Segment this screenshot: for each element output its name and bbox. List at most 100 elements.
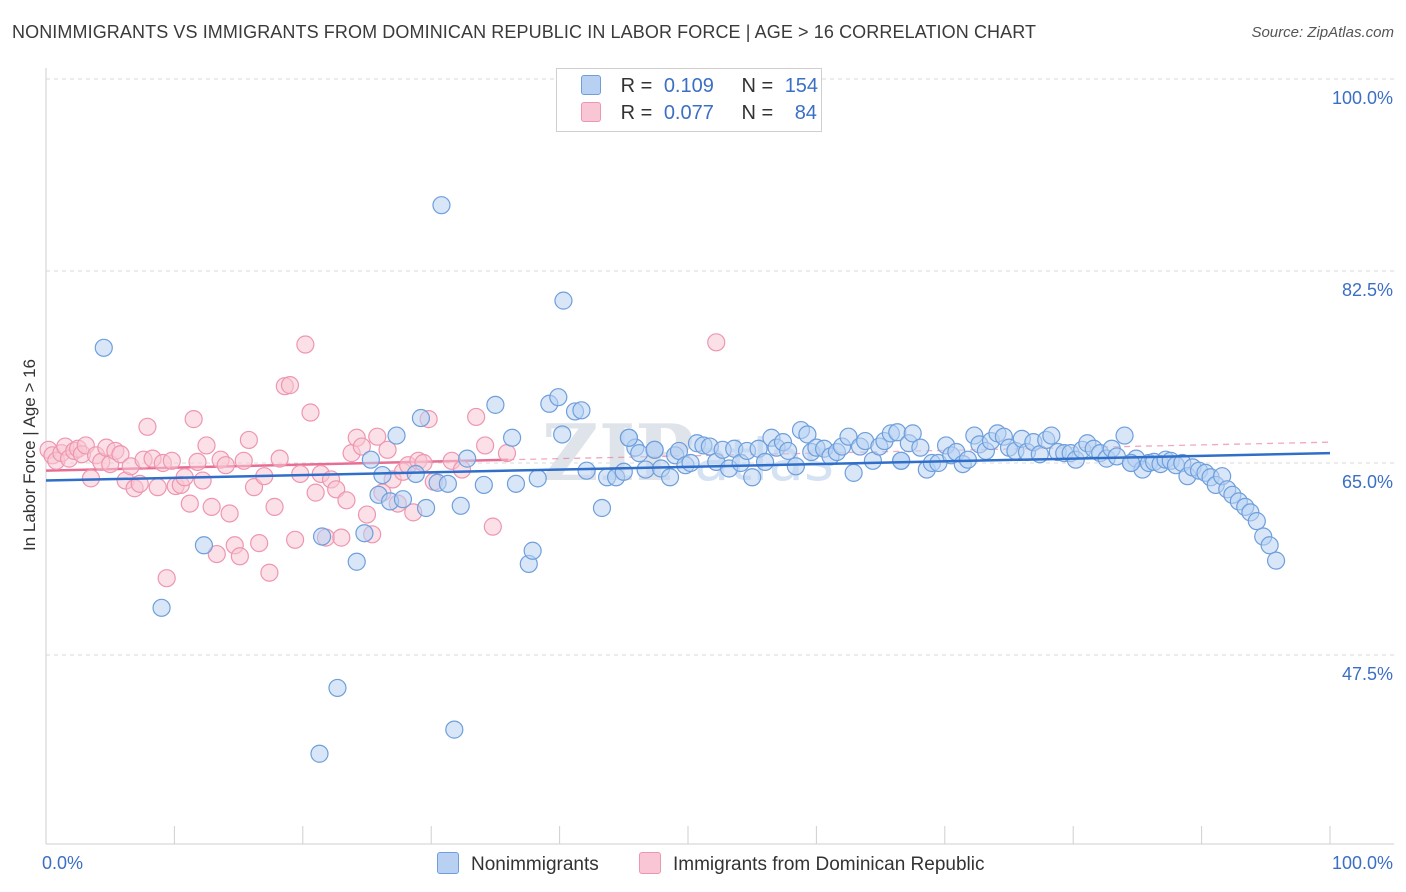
data-point-nonimmigrants <box>445 720 464 739</box>
data-point-nonimmigrants <box>681 453 700 473</box>
data-point-immigrants <box>378 440 397 459</box>
y-tick-label: 65.0% <box>1342 472 1393 492</box>
source-label: Source: ZipAtlas.com <box>1251 24 1394 41</box>
bottom-legend-label: Immigrants from Dominican Republic <box>673 854 985 875</box>
data-point-nonimmigrants <box>839 427 858 446</box>
data-point-nonimmigrants <box>549 388 568 407</box>
legend-row-nonimmigrants: R = 0.109 N = 154 <box>581 75 818 99</box>
data-point-nonimmigrants <box>844 463 863 482</box>
data-point-nonimmigrants <box>355 524 374 543</box>
bottom-legend-swatch-pink <box>639 852 661 874</box>
data-point-nonimmigrants <box>1042 426 1061 445</box>
data-point-immigrants <box>368 427 387 446</box>
bottom-legend-swatch-blue <box>437 852 459 874</box>
data-point-immigrants <box>180 494 199 513</box>
chart-title: NONIMMIGRANTS VS IMMIGRANTS FROM DOMINIC… <box>12 22 1037 42</box>
x-tick-label: 0.0% <box>42 853 83 873</box>
data-point-nonimmigrants <box>312 527 332 546</box>
data-point-nonimmigrants <box>451 496 470 515</box>
data-point-nonimmigrants <box>347 552 366 571</box>
data-point-nonimmigrants <box>387 426 406 445</box>
data-point-nonimmigrants <box>523 541 542 560</box>
bottom-legend-label: Nonimmigrants <box>471 854 599 875</box>
data-point-nonimmigrants <box>328 678 347 698</box>
data-point-nonimmigrants <box>94 338 113 357</box>
data-point-immigrants <box>270 449 289 468</box>
data-point-nonimmigrants <box>486 395 505 414</box>
data-point-immigrants <box>301 403 320 422</box>
data-point-immigrants <box>467 407 486 427</box>
data-point-immigrants <box>476 436 495 455</box>
data-point-nonimmigrants <box>438 474 457 493</box>
data-point-immigrants <box>207 544 226 564</box>
data-point-nonimmigrants <box>194 536 214 555</box>
data-point-immigrants <box>239 430 258 450</box>
data-point-immigrants <box>220 504 239 523</box>
legend-r-value: 0.077 <box>663 102 714 124</box>
data-point-immigrants <box>306 483 325 502</box>
data-point-immigrants <box>184 410 203 429</box>
data-point-immigrants <box>197 436 216 455</box>
data-point-nonimmigrants <box>786 457 805 476</box>
data-point-immigrants <box>138 417 157 436</box>
data-point-nonimmigrants <box>1260 536 1279 555</box>
data-point-immigrants <box>234 451 253 470</box>
legend-swatch-pink <box>581 102 601 122</box>
data-point-nonimmigrants <box>393 490 413 509</box>
data-point-immigrants <box>260 563 279 582</box>
legend-swatch-blue <box>581 75 601 95</box>
data-point-immigrants <box>148 478 167 497</box>
data-point-nonimmigrants <box>755 452 775 472</box>
data-point-immigrants <box>193 471 212 490</box>
data-point-nonimmigrants <box>743 468 762 487</box>
series-nonimmigrants-points <box>45 196 1331 763</box>
data-point-immigrants <box>483 517 502 536</box>
y-tick-label: 47.5% <box>1342 664 1393 684</box>
data-point-immigrants <box>332 528 351 547</box>
legend-r-value: 0.109 <box>663 75 714 97</box>
data-point-immigrants <box>188 452 207 472</box>
legend-r-label: R = <box>620 102 653 124</box>
data-point-nonimmigrants <box>645 440 664 459</box>
correlation-legend: R = 0.109 N = 154 R = 0.077 N = 84 <box>556 68 822 132</box>
data-point-immigrants <box>202 497 221 516</box>
data-point-immigrants <box>337 491 356 510</box>
legend-n-label: N = <box>741 102 774 124</box>
data-point-immigrants <box>162 451 181 470</box>
data-point-immigrants <box>230 547 249 566</box>
legend-n-label: N = <box>741 75 774 97</box>
data-point-nonimmigrants <box>577 461 596 480</box>
x-tick-labels: 0.0% 100.0% <box>42 853 1393 873</box>
data-point-nonimmigrants <box>1121 453 1141 473</box>
data-point-nonimmigrants <box>1115 426 1134 445</box>
data-point-nonimmigrants <box>432 196 451 215</box>
legend-row-immigrants: R = 0.077 N = 84 <box>581 102 817 126</box>
data-point-nonimmigrants <box>892 451 911 470</box>
data-point-immigrants <box>216 456 235 475</box>
data-point-nonimmigrants <box>630 444 649 463</box>
data-point-immigrants <box>250 533 269 553</box>
data-point-nonimmigrants <box>1266 551 1286 570</box>
data-point-nonimmigrants <box>361 450 380 469</box>
y-tick-labels: 47.5% 65.0% 82.5% 100.0% <box>1332 88 1393 684</box>
y-tick-label: 82.5% <box>1342 280 1393 300</box>
data-point-nonimmigrants <box>554 291 573 310</box>
data-point-nonimmigrants <box>911 438 930 457</box>
data-point-immigrants <box>707 333 726 352</box>
data-point-nonimmigrants <box>614 462 633 481</box>
data-point-immigrants <box>497 444 517 463</box>
data-point-nonimmigrants <box>592 498 612 518</box>
x-tick-label: 100.0% <box>1332 853 1393 873</box>
data-point-immigrants <box>357 505 377 524</box>
legend-n-value: 84 <box>794 102 817 124</box>
data-point-immigrants <box>111 445 130 464</box>
data-point-immigrants <box>285 530 305 549</box>
data-point-nonimmigrants <box>310 744 329 763</box>
y-tick-label: 100.0% <box>1332 88 1393 108</box>
trend-line-nonimmigrants <box>45 451 1331 482</box>
data-point-nonimmigrants <box>474 475 493 495</box>
data-point-immigrants <box>157 569 176 588</box>
data-point-nonimmigrants <box>502 428 522 447</box>
data-point-immigrants <box>280 376 300 395</box>
data-point-immigrants <box>296 335 315 354</box>
